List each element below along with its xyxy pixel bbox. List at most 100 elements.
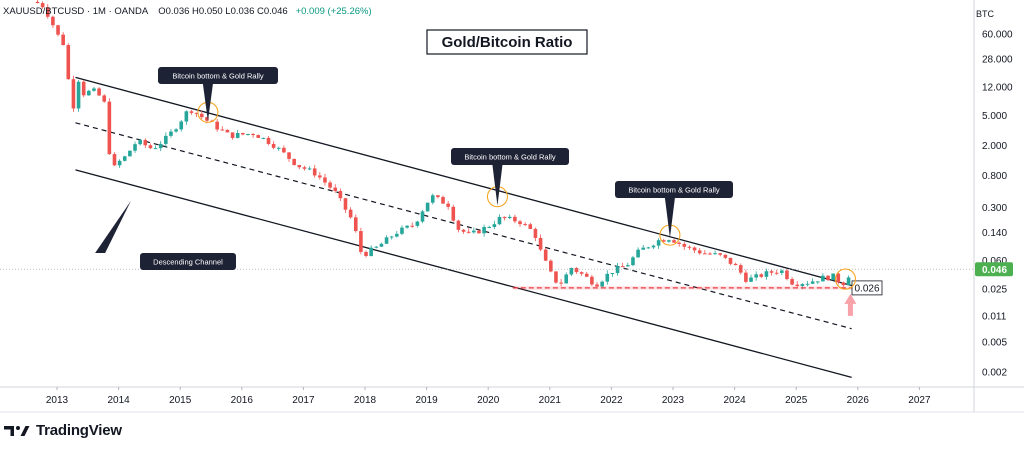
- candle-body: [554, 271, 558, 283]
- candle-body: [61, 34, 65, 46]
- candle-body: [651, 245, 656, 248]
- candle-body: [158, 143, 163, 149]
- candle-body: [487, 226, 492, 228]
- callout-label: Descending Channel: [153, 257, 223, 266]
- interval-label[interactable]: 1M: [92, 6, 106, 17]
- candle-body: [718, 253, 723, 255]
- candle-body: [620, 266, 625, 268]
- y-tick-label: 0.800: [982, 171, 1007, 182]
- candle-body: [744, 272, 748, 282]
- callout-box[interactable]: [158, 67, 278, 84]
- candle-body: [441, 197, 445, 204]
- candle-body: [754, 274, 758, 278]
- candle-body: [461, 229, 466, 232]
- candle-body: [600, 281, 604, 287]
- candle-body: [328, 182, 332, 188]
- candle-body: [472, 230, 476, 233]
- candle-body: [297, 165, 302, 168]
- channel-lower-line: [75, 169, 852, 378]
- candle-body: [430, 195, 435, 203]
- candle-body: [507, 216, 512, 219]
- candle-body: [708, 253, 712, 255]
- last-price-badge: [975, 262, 1013, 277]
- candle-body: [513, 216, 517, 222]
- candle-body: [164, 135, 168, 144]
- ohlc-legend: XAUUSD/BTCUSD · 1M · OANDA O0.036 H0.050…: [3, 6, 372, 17]
- x-tick-label: 2020: [477, 395, 500, 406]
- candle-body: [831, 273, 835, 281]
- candle-body: [220, 129, 225, 131]
- candle-body: [451, 206, 456, 221]
- candle-body: [215, 121, 219, 130]
- candle-body: [246, 133, 250, 135]
- candle-body: [477, 230, 481, 234]
- x-tick-label: 2024: [723, 395, 746, 406]
- candle-body: [133, 144, 137, 151]
- candle-body: [446, 203, 450, 207]
- candle-body: [174, 129, 178, 132]
- candle-body: [256, 135, 261, 138]
- candle-body: [420, 211, 425, 222]
- candle-body: [225, 129, 230, 133]
- callout-label: Bitcoin bottom & Gold Rally: [628, 185, 720, 194]
- candle-body: [559, 282, 563, 284]
- candle-body: [703, 253, 707, 255]
- candle-body: [790, 279, 794, 285]
- x-tick-label: 2018: [354, 395, 377, 406]
- candle-body: [728, 257, 733, 264]
- candle-body: [590, 276, 594, 285]
- callout-pointer: [95, 200, 131, 253]
- candle-body: [261, 137, 266, 139]
- candle-body: [117, 160, 122, 166]
- candle-body: [692, 247, 697, 251]
- candle-body: [636, 249, 640, 258]
- y-tick-label: 2.000: [982, 141, 1007, 152]
- candle-body: [764, 271, 769, 277]
- candle-body: [682, 243, 687, 247]
- callout-box[interactable]: [615, 181, 733, 198]
- candle-body: [312, 168, 317, 176]
- support-label: 0.026: [854, 283, 879, 294]
- x-tick-label: 2023: [662, 395, 685, 406]
- candle-body: [805, 283, 810, 285]
- candle-body: [302, 167, 307, 169]
- candle-body: [410, 225, 415, 227]
- symbol-label[interactable]: XAUUSD/BTCUSD: [3, 6, 85, 17]
- callout-box[interactable]: [451, 148, 569, 165]
- x-tick-label: 2021: [539, 395, 562, 406]
- candle-body: [569, 268, 574, 275]
- candle-body: [353, 217, 358, 232]
- candle-body: [502, 216, 507, 219]
- x-tick-label: 2017: [292, 395, 315, 406]
- candle-body: [138, 139, 142, 145]
- callout-box[interactable]: [140, 253, 236, 270]
- candle-body: [35, 1, 40, 4]
- channel-upper-line: [75, 76, 852, 287]
- callout-label: Bitcoin bottom & Gold Rally: [464, 152, 556, 161]
- candle-body: [846, 277, 851, 286]
- candle-body: [549, 260, 553, 272]
- candle-body: [230, 132, 235, 138]
- candle-body: [523, 224, 527, 226]
- tradingview-brand[interactable]: TradingView: [4, 422, 122, 439]
- broker-label: OANDA: [114, 6, 148, 17]
- y-tick-label: 0.005: [982, 337, 1007, 348]
- y-tick-label: 28.000: [982, 54, 1013, 65]
- candle-body: [836, 273, 841, 283]
- candle-body: [45, 7, 50, 17]
- candle-body: [333, 187, 338, 191]
- candle-body: [389, 236, 394, 238]
- candle-body: [564, 274, 569, 284]
- candle-body: [713, 253, 717, 255]
- callout-pointer: [202, 84, 213, 122]
- candle-body: [153, 148, 158, 150]
- candle-body: [841, 282, 846, 286]
- candle-body: [584, 273, 589, 277]
- candle-body: [384, 237, 389, 244]
- candle-body: [482, 226, 486, 234]
- candle-body: [466, 231, 471, 233]
- bounce-arrow-icon: [844, 293, 857, 316]
- x-tick-label: 2026: [847, 395, 870, 406]
- x-tick-label: 2027: [908, 395, 931, 406]
